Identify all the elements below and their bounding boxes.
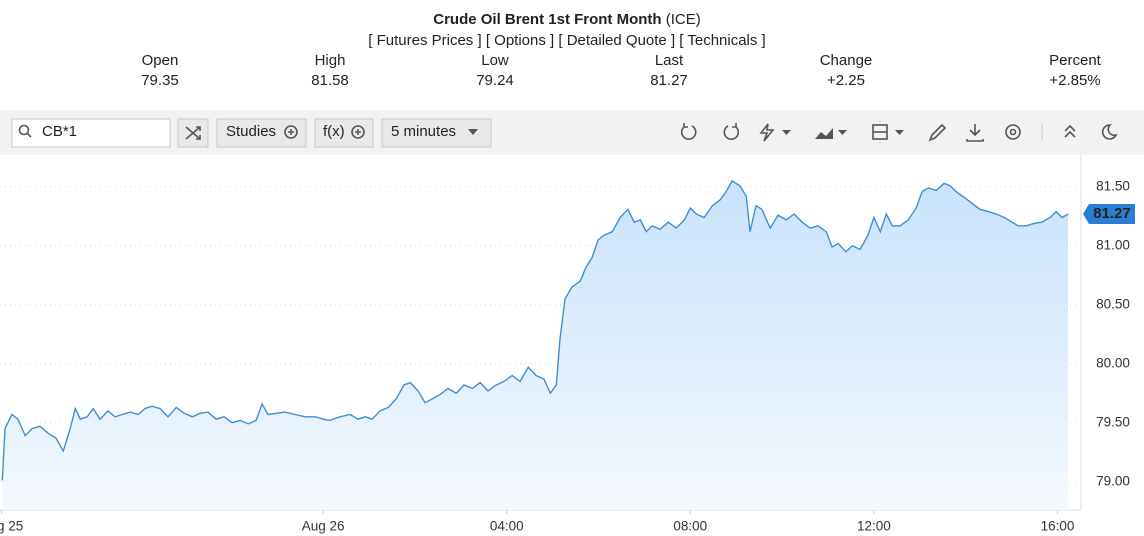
plus-icon (351, 125, 365, 139)
plot: 79.00 79.50 80.00 80.50 81.00 81.50 Aug 25 Aug … (0, 178, 1135, 534)
redo-icon[interactable] (723, 123, 740, 140)
y-tick-label: 80.50 (1096, 296, 1130, 311)
stats: Open 79.35 High 81.58 Low 79.24 Last 81.27 Chang… (141, 52, 1101, 89)
plus-icon (284, 125, 298, 139)
random-icon (185, 126, 201, 140)
quote-title: Crude Oil Brent 1st Front Month (ICE) (433, 11, 701, 28)
flash-icon[interactable] (759, 123, 775, 142)
quote-link[interactable]: [ Futures Prices ] (368, 32, 481, 49)
search-icon (18, 124, 30, 136)
symbol-search[interactable] (11, 118, 171, 148)
x-tick-label: 04:00 (490, 519, 524, 534)
download-icon[interactable] (966, 124, 984, 142)
stat-value: 81.27 (650, 72, 688, 89)
toolbar-icons (680, 123, 1118, 142)
y-tick-label: 81.50 (1096, 178, 1130, 193)
dropdown-arrow (468, 129, 478, 135)
chart-type-icon[interactable] (815, 128, 833, 139)
stat-value: 79.24 (476, 72, 514, 89)
x-tick-label: 16:00 (1041, 519, 1075, 534)
x-tick-label: 08:00 (673, 519, 707, 534)
fx[interactable]: f(x) (323, 123, 345, 140)
undo-icon[interactable] (680, 123, 697, 140)
search-icon (26, 132, 32, 138)
y-tick-label: 79.00 (1096, 473, 1130, 488)
exchange: (ICE) (666, 11, 701, 28)
stat-label: Open (142, 52, 179, 69)
settings-icon[interactable] (1005, 124, 1021, 140)
price-line (1, 179, 1069, 481)
dropdown-arrow (895, 130, 904, 135)
last-price-badge (1083, 203, 1135, 224)
dropdown-arrow (782, 130, 791, 135)
stat-label: Percent (1049, 52, 1102, 69)
stat-label: Last (655, 52, 684, 69)
plus-icon (288, 129, 294, 135)
settings-icon (1009, 128, 1017, 136)
x-tick-label: Aug 25 (0, 519, 23, 534)
y-tick-label: 79.50 (1096, 414, 1130, 429)
symbol[interactable]: CB*1 (42, 123, 77, 140)
price-area (2, 180, 1069, 510)
y-tick-label: 81.00 (1096, 237, 1130, 252)
stat-label: High (315, 52, 346, 69)
stat-value: +2.25 (827, 72, 865, 89)
collapse-icon[interactable] (1064, 124, 1076, 138)
quote-link[interactable]: [ Technicals ] (679, 32, 765, 49)
plus-icon (355, 129, 361, 135)
stat-value: 81.58 (311, 72, 349, 89)
dropdown-arrow (838, 130, 847, 135)
title: Crude Oil Brent 1st Front Month (433, 11, 661, 28)
stat-label: Change (820, 52, 873, 69)
y-tick-label: 80.00 (1096, 355, 1130, 370)
last-price-label: 81.27 (1093, 205, 1131, 222)
stat-value: +2.85% (1049, 72, 1100, 89)
x-tick-label: 12:00 (857, 519, 891, 534)
stat-label: Low (481, 52, 509, 69)
quote-links: [ Futures Prices ] [ Options ] [ Detaile… (368, 32, 765, 49)
interval[interactable]: 5 minutes (391, 123, 456, 140)
quote-link[interactable]: [ Options ] (486, 32, 554, 49)
stat-value: 79.35 (141, 72, 179, 89)
theme-icon[interactable] (1101, 124, 1118, 140)
draw-icon[interactable] (928, 123, 947, 142)
quote-link[interactable]: [ Detailed Quote ] (558, 32, 675, 49)
x-tick-label: Aug 26 (302, 519, 345, 534)
studies[interactable]: Studies (226, 123, 276, 140)
